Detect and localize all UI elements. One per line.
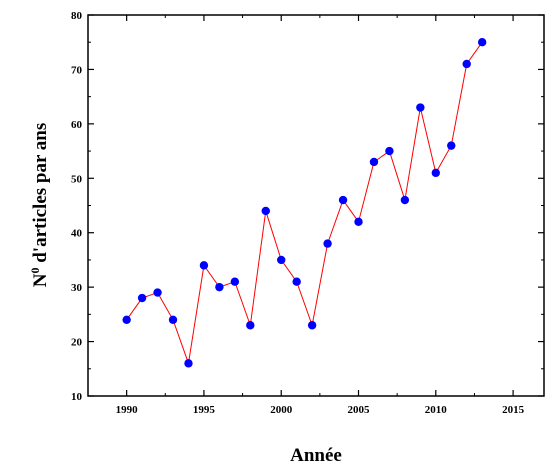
- data-point: [277, 255, 286, 265]
- ticks: [87, 14, 544, 397]
- data-point: [385, 146, 394, 156]
- series-polyline: [126, 41, 483, 364]
- data-point: [354, 217, 363, 227]
- data-point: [462, 59, 471, 69]
- data-point: [338, 195, 348, 205]
- x-tick-label: 1995: [193, 404, 216, 416]
- data-point: [431, 168, 440, 178]
- data-point: [400, 195, 410, 205]
- x-tick-label: 2010: [425, 404, 448, 416]
- data-point: [261, 206, 270, 216]
- y-tick-label: 30: [71, 282, 83, 294]
- y-axis-label: N0 d'articles par ans: [28, 123, 51, 288]
- y-axis-label-n: N: [30, 273, 51, 287]
- data-point: [184, 359, 193, 368]
- y-axis-label-rest: d'articles par ans: [30, 123, 51, 268]
- data-point: [292, 277, 301, 286]
- x-tick-label: 2000: [270, 404, 293, 416]
- tick-labels: 1990 1995 2000 2005 2010 2015 10 20 30 40 50 60 70 80: [71, 10, 525, 416]
- y-axis-label-superscript: 0: [28, 268, 42, 274]
- y-tick-label: 10: [71, 391, 83, 403]
- data-point: [447, 141, 456, 150]
- y-tick-label: 20: [71, 337, 83, 349]
- x-tick-label: 1990: [116, 404, 139, 416]
- x-axis-label: Année: [290, 445, 342, 466]
- data-point: [307, 321, 317, 330]
- data-point: [369, 157, 379, 167]
- data-point: [323, 239, 332, 248]
- y-tick-label: 40: [71, 228, 83, 240]
- data-point: [230, 277, 240, 286]
- series-line: [126, 41, 483, 364]
- data-point: [215, 282, 224, 292]
- y-tick-label: 50: [71, 173, 83, 185]
- y-tick-label: 70: [71, 64, 83, 76]
- data-point: [416, 103, 425, 112]
- y-tick-label: 80: [71, 10, 83, 22]
- data-point: [199, 261, 209, 270]
- data-point: [137, 293, 147, 303]
- x-tick-label: 2015: [502, 404, 525, 416]
- plot-frame: [87, 14, 545, 397]
- data-point: [477, 38, 487, 47]
- data-point: [246, 321, 255, 330]
- data-point: [122, 315, 131, 324]
- data-points: [122, 38, 487, 368]
- data-point: [168, 315, 178, 324]
- data-point: [153, 288, 162, 297]
- x-tick-label: 2005: [348, 404, 371, 416]
- y-tick-label: 60: [71, 119, 83, 131]
